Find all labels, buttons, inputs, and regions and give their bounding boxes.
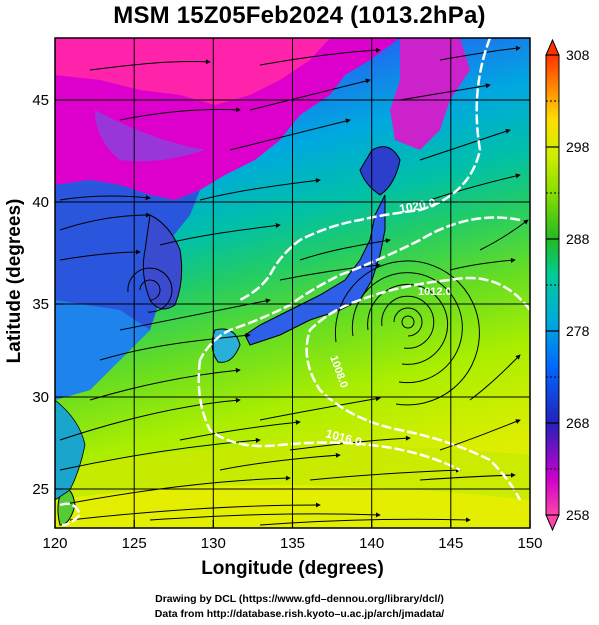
colorbar: 258 268 278 288 298 308 <box>545 38 590 532</box>
wind-streamlines <box>59 45 529 526</box>
x-tick-label: 145 <box>438 535 463 552</box>
y-tick-label: 45 <box>32 92 49 109</box>
grid-lines <box>55 38 530 528</box>
colorbar-tick-label: 278 <box>566 323 590 339</box>
colorbar-tick-label: 268 <box>566 415 590 431</box>
x-tick-label: 130 <box>201 535 226 552</box>
korea-vortex <box>127 267 173 313</box>
y-tick-label: 40 <box>32 194 49 211</box>
x-tick-label: 125 <box>122 535 147 552</box>
colorbar-tick-label: 258 <box>566 507 590 523</box>
y-axis-label: Latitude (degrees) <box>4 198 25 364</box>
colorbar-tick-label: 308 <box>566 47 590 63</box>
colorbar-tick-label: 288 <box>566 231 590 247</box>
y-tick-label: 25 <box>32 481 49 498</box>
y-axis-label-wrap: Latitude (degrees) <box>0 38 30 528</box>
map-title: MSM 15Z05Feb2024 (1013.2hPa) <box>113 2 486 29</box>
x-tick-label: 120 <box>42 535 67 552</box>
hokkaido <box>359 146 401 196</box>
isobar-contours <box>59 38 530 527</box>
isobar-label-1012: 1012.0 <box>418 286 452 298</box>
credit-drawing: Drawing by DCL (https://www.gfd–dennou.o… <box>155 593 444 605</box>
colorbar-tick-label: 298 <box>566 139 590 155</box>
y-tick-label: 30 <box>32 389 49 406</box>
x-tick-label: 150 <box>517 535 542 552</box>
colorbar-max-arrow <box>545 38 560 56</box>
isobar-label-1020: 1020.0 <box>398 196 437 216</box>
y-tick-label: 35 <box>32 296 49 313</box>
axis-ticks <box>54 99 531 528</box>
x-tick-label: 135 <box>280 535 305 552</box>
map-plot-area: 1020.0 1016.0 1012.0 1008.0 <box>55 38 530 528</box>
colorbar-min-arrow <box>545 514 560 532</box>
x-tick-label: 140 <box>359 535 384 552</box>
taiwan <box>57 488 76 526</box>
honshu <box>244 194 386 346</box>
credit-data: Data from http://database.rish.kyoto–u.a… <box>154 608 445 620</box>
x-axis-label: Longitude (degrees) <box>201 558 384 579</box>
korean-peninsula <box>142 214 183 310</box>
